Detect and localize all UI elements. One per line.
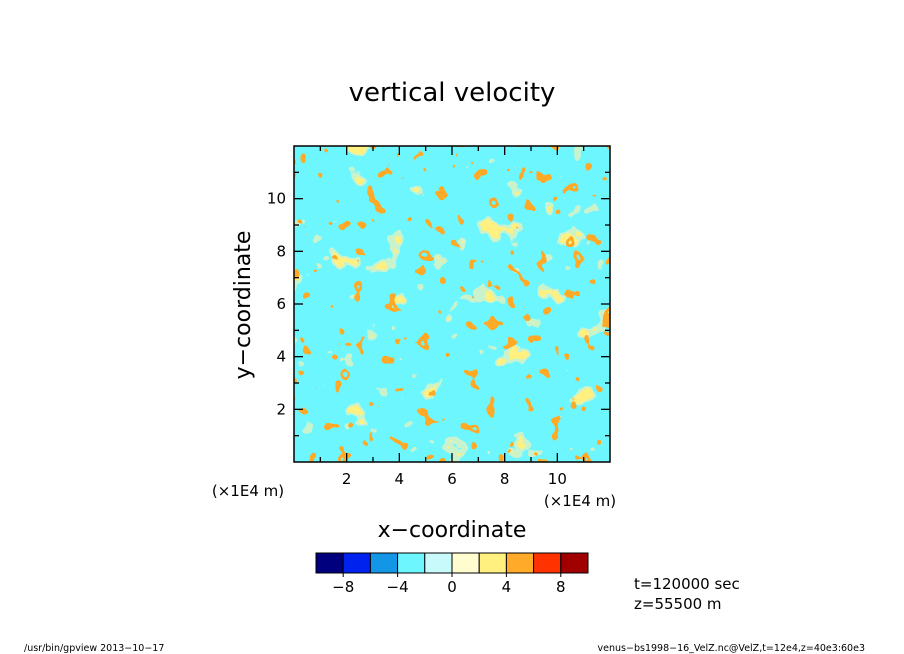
- colorbar-swatch: [451, 552, 480, 574]
- y-tick-label: 8: [276, 242, 286, 260]
- x-axis-title: x−coordinate: [378, 518, 527, 543]
- colorbar-swatch: [478, 552, 507, 574]
- x-axis: 2 4 6 8 10: [319, 146, 585, 488]
- colorbar: −8 −4 0 4 8: [315, 552, 589, 596]
- x-tick-label: 4: [395, 470, 405, 488]
- x-unit-label-right: (×1E4 m): [544, 492, 616, 510]
- colorbar-swatch: [424, 552, 453, 574]
- x-tick-label: 10: [548, 470, 567, 488]
- colorbar-swatch: [397, 552, 426, 574]
- colorbar-swatch: [315, 552, 344, 574]
- y-tick-label: 2: [276, 400, 286, 418]
- colorbar-tick-label: −4: [387, 578, 409, 596]
- colorbar-tick-label: 0: [447, 578, 457, 596]
- y-tick-label: 4: [276, 348, 286, 366]
- x-tick-label: 8: [500, 470, 510, 488]
- chart-title: vertical velocity: [349, 78, 556, 108]
- plot-area: [293, 145, 611, 463]
- height-annotation: z=55500 m: [634, 595, 722, 613]
- colorbar-swatch: [505, 552, 535, 574]
- x-tick-label: 6: [447, 470, 457, 488]
- y-axis-title: y−coordinate: [231, 231, 256, 380]
- heatmap-field: [294, 146, 610, 462]
- colorbar-swatch: [560, 552, 589, 574]
- y-tick-label: 10: [267, 190, 286, 208]
- time-annotation: t=120000 sec: [634, 575, 740, 593]
- footer-left: /usr/bin/gpview 2013−10−17: [24, 643, 164, 654]
- colorbar-swatch: [369, 552, 399, 574]
- colorbar-tick-label: 4: [502, 578, 512, 596]
- y-axis: 2 4 6 8 10: [267, 171, 610, 437]
- footer-right: venus−bs1998−16_VelZ.nc@VelZ,t=12e4,z=40…: [598, 643, 865, 654]
- colorbar-swatch: [342, 552, 371, 574]
- colorbar-tick-label: 8: [556, 578, 566, 596]
- x-tick-label: 2: [342, 470, 352, 488]
- colorbar-tick-label: −8: [332, 578, 354, 596]
- y-tick-label: 6: [276, 295, 286, 313]
- x-unit-label-left: (×1E4 m): [212, 482, 284, 500]
- colorbar-swatch: [533, 552, 562, 574]
